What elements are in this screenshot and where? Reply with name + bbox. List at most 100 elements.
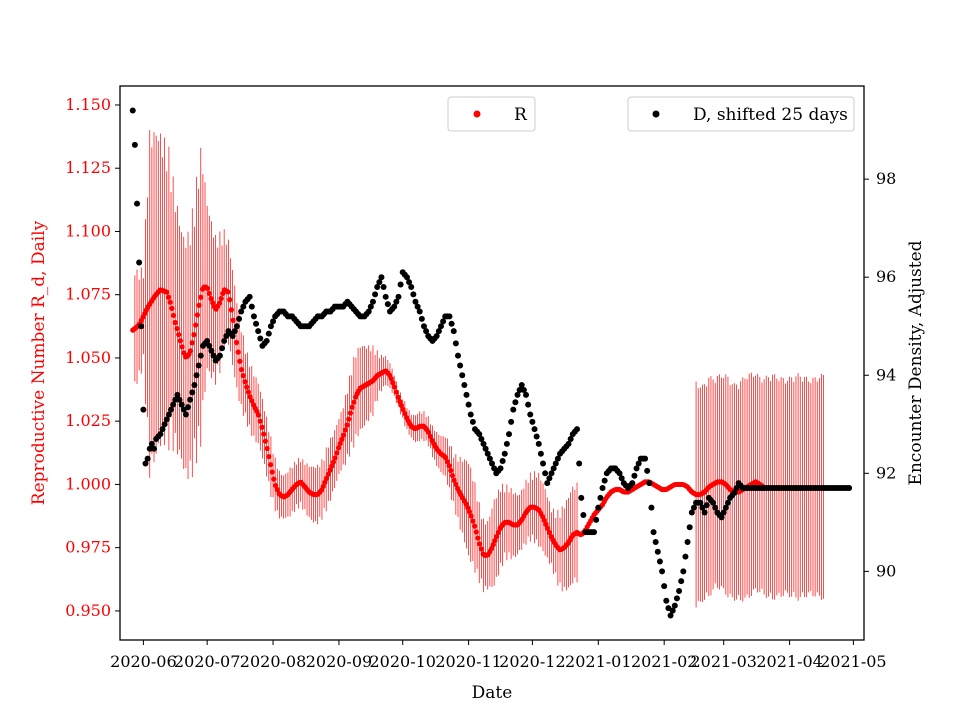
d-point — [187, 396, 194, 403]
r-point — [478, 546, 484, 552]
r-point — [196, 302, 202, 308]
r-point — [471, 523, 478, 529]
r-point — [233, 339, 240, 346]
r-point — [490, 542, 496, 548]
d-point — [489, 460, 495, 467]
r-point — [337, 440, 343, 447]
d-point — [712, 504, 719, 511]
r-point — [344, 422, 350, 428]
r-point — [449, 472, 456, 479]
r-point — [324, 475, 330, 481]
r-point — [247, 394, 253, 400]
d-point — [178, 401, 185, 408]
d-point — [416, 308, 423, 315]
d-point — [503, 440, 510, 447]
d-point — [131, 141, 138, 148]
r-point — [273, 482, 279, 489]
r-point — [327, 467, 333, 473]
d-point — [599, 485, 606, 492]
d-point — [531, 426, 538, 433]
r-point — [164, 289, 170, 295]
r-point — [274, 486, 280, 493]
d-point — [646, 480, 653, 487]
y-axis-left-label: Reproductive Number R_d, Daily — [29, 220, 49, 505]
d-point — [506, 431, 513, 438]
d-point — [374, 284, 381, 291]
r-point — [177, 338, 183, 344]
d-point — [542, 470, 549, 477]
r-point — [451, 477, 457, 483]
d-point — [663, 597, 670, 604]
y-axis-right-label: Encounter Density, Adjusted — [906, 240, 926, 485]
plot-frame — [119, 85, 865, 641]
d-point — [410, 291, 417, 298]
d-point — [529, 418, 536, 425]
d-point — [673, 595, 680, 602]
r-point — [240, 373, 246, 379]
d-point — [548, 470, 555, 477]
d-point — [129, 107, 136, 114]
r-point — [167, 299, 173, 305]
x-tick-label: 2021-01 — [565, 652, 631, 671]
d-point — [420, 323, 427, 330]
d-point — [403, 274, 410, 281]
d-point — [512, 399, 519, 406]
r-point — [210, 300, 216, 306]
r-point — [325, 471, 331, 477]
d-point — [486, 455, 493, 462]
d-point — [380, 284, 387, 291]
r-point — [176, 332, 182, 338]
d-point — [523, 391, 530, 398]
d-point — [418, 315, 425, 322]
r-point — [388, 376, 394, 382]
legend-r: R — [447, 96, 536, 132]
r-point — [218, 295, 224, 302]
legend-d: D, shifted 25 days — [627, 96, 855, 132]
x-tick-label: 2020-06 — [110, 652, 176, 671]
d-point — [408, 284, 415, 291]
r-point — [271, 476, 277, 482]
r-point — [477, 541, 483, 547]
d-point — [189, 389, 196, 396]
y-axis-left: 0.950 0.975 1.000 1.025 1.050 1.075 1.100 1.125… — [65, 95, 120, 620]
x-axis-label: Date — [472, 683, 513, 703]
d-point — [703, 502, 710, 509]
d-point — [720, 509, 727, 516]
d-point — [369, 298, 376, 305]
d-point — [382, 293, 389, 300]
r-point — [181, 350, 187, 356]
d-point — [412, 298, 419, 305]
d-point — [659, 568, 666, 575]
d-point — [459, 372, 466, 379]
d-point — [144, 455, 151, 462]
d-point — [595, 504, 602, 511]
d-point — [616, 470, 623, 477]
d-point — [652, 538, 659, 545]
r-point — [427, 433, 433, 439]
d-point — [406, 279, 413, 286]
d-point — [248, 303, 255, 310]
r-point — [172, 319, 178, 326]
d-point — [463, 391, 470, 398]
r-point — [249, 398, 255, 404]
d-point — [518, 382, 525, 389]
d-point — [208, 347, 215, 354]
r-point — [204, 285, 211, 291]
r-point — [475, 535, 481, 541]
d-point — [510, 406, 517, 413]
d-point — [591, 529, 598, 536]
d-point — [497, 465, 504, 472]
r-point — [446, 463, 452, 469]
d-point — [731, 489, 738, 496]
d-point — [263, 337, 270, 344]
r-point — [444, 459, 450, 465]
d-point — [676, 587, 683, 594]
y-right-tick-label: 96 — [876, 267, 896, 286]
y-left-tick-label: 1.150 — [65, 95, 111, 114]
y-left-tick-label: 1.125 — [65, 158, 111, 177]
r-point — [261, 431, 267, 437]
d-point — [435, 328, 442, 335]
y-axis-right: 90 92 94 96 98 — [864, 169, 896, 580]
